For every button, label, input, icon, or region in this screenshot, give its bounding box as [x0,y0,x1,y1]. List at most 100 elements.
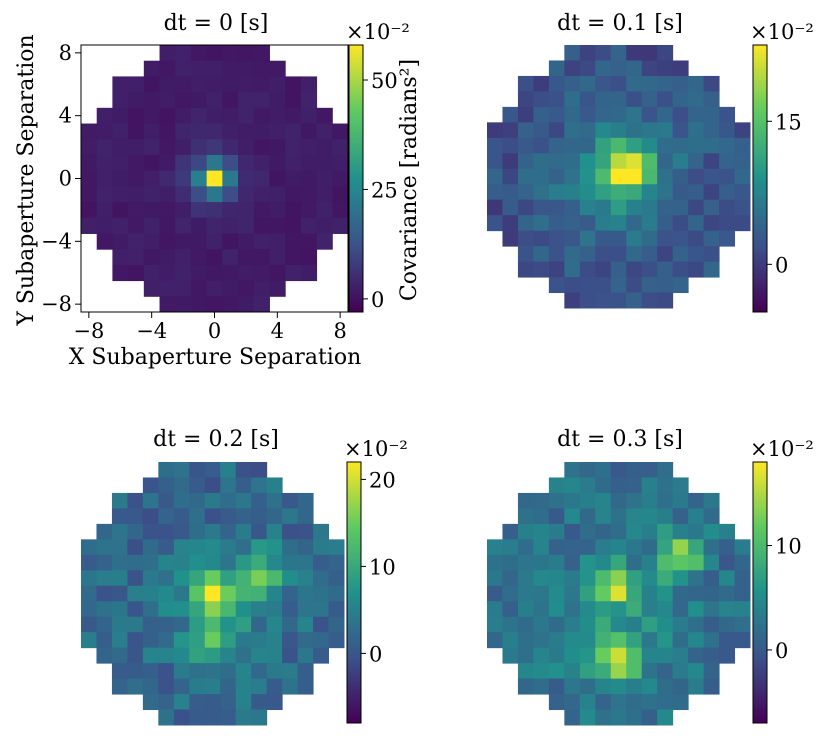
heatmap-cell [266,570,283,587]
heatmap-cell [688,199,705,216]
heatmap-cell [548,168,565,185]
heatmap-cell [734,153,751,170]
heatmap-cell [222,170,239,187]
heatmap-cell [626,230,643,247]
heatmap-cell [127,647,144,664]
heatmap-cell [688,122,705,139]
heatmap-cell [313,554,330,571]
heatmap-cell [112,170,129,187]
heatmap-cell [610,554,627,571]
heatmap-cell [579,585,596,602]
heatmap-cell [734,199,751,216]
heatmap-cell [641,570,658,587]
heatmap-cell [533,184,550,201]
heatmap-cell [266,632,283,649]
heatmap-axes: −8 −4 0 4 8 8 4 0 −4 −8 [41,41,349,343]
heatmap-cell [502,647,519,664]
heatmap-cell [672,678,689,695]
heatmap-cell [159,186,176,203]
heatmap-cell [159,296,176,313]
heatmap-cell [734,616,751,633]
heatmap-cell [222,92,239,109]
heatmap-cell [220,585,237,602]
heatmap-cell [595,153,612,170]
heatmap-cell [672,184,689,201]
heatmap-cell [235,508,252,525]
heatmap-cell [269,202,286,219]
heatmap-cell [579,694,596,711]
heatmap-cell [253,264,270,282]
y-tick-label: −4 [41,229,72,253]
heatmap-cell [719,168,736,185]
heatmap-cell [282,601,299,618]
heatmap-cell [564,647,581,664]
heatmap-cell [235,523,252,540]
heatmap-cell [610,246,627,263]
heatmap-cell [189,585,206,602]
heatmap-cell [316,107,333,125]
heatmap-cell [487,199,503,216]
heatmap-cell [173,632,190,649]
heatmap-cell [719,601,736,618]
colorbar-scale-label: ×10⁻² [750,437,814,461]
heatmap-cell [641,601,658,618]
heatmap-cell [96,632,113,649]
heatmap-cell [719,585,736,602]
heatmap-cell [595,709,612,726]
heatmap-cell [533,570,550,587]
heatmap-cell [641,492,658,509]
heatmap-cell [220,477,237,494]
heatmap-cell [222,60,239,77]
heatmap-cell [158,523,175,540]
y-tick-label: 4 [59,104,72,128]
heatmap-cell [688,539,705,556]
heatmap-cell [564,616,581,633]
heatmap-cell [127,539,144,556]
heatmap-cell [158,616,175,633]
heatmap-cell [159,170,176,187]
heatmap-cell [688,168,705,185]
heatmap-cell [595,261,612,278]
heatmap-cell [300,217,318,234]
heatmap-cell [285,186,302,203]
heatmap-cell [111,508,128,525]
heatmap-cell [595,184,612,201]
heatmap-cell [564,106,581,123]
heatmap-cell [142,678,159,695]
heatmap-cell [688,492,705,509]
heatmap-cell [204,647,221,664]
heatmap-cell [595,492,612,509]
heatmap-cell [579,137,596,154]
heatmap-cell [189,632,206,649]
heatmap-cell [641,647,658,664]
heatmap-cell [111,678,128,695]
heatmap-cell [189,709,206,726]
heatmap-cell [595,616,612,633]
heatmap-cell [282,663,299,680]
heatmap-cell [111,570,128,587]
heatmap-cell [533,106,550,123]
heatmap-cell [220,523,237,540]
heatmap-cell [253,123,270,140]
heatmap-cell [111,585,128,602]
heatmap-cell [81,585,97,602]
heatmap-cell [81,616,97,633]
x-axis-label: X Subaperture Separation [69,345,361,370]
heatmap-cell [487,215,503,232]
heatmap-cell [313,616,330,633]
heatmap-cell [159,45,176,62]
heatmap-cell [235,616,252,633]
heatmap-cell [297,601,314,618]
heatmap-cell [222,76,239,93]
heatmap-cell [626,585,643,602]
heatmap-cell [112,217,129,234]
heatmap-cell [564,632,581,649]
heatmap-cell [313,632,330,649]
heatmap-cell [672,122,689,139]
heatmap-cell [220,539,237,556]
heatmap-cell [657,91,674,108]
colorbar-label: Covariance [radians²] [397,59,422,301]
heatmap-cell [564,75,581,92]
heatmap-cell [533,601,550,618]
heatmap-cell [610,75,627,92]
